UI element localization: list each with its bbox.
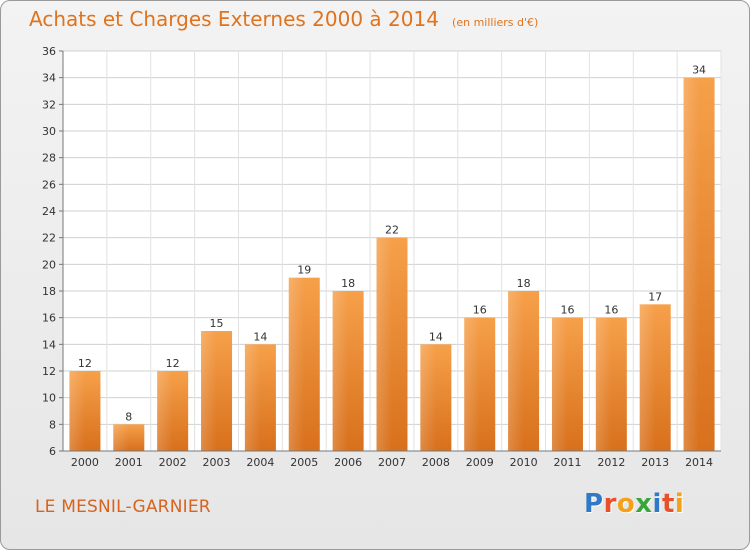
y-tick-label: 30 bbox=[42, 125, 56, 138]
bar-value-label: 15 bbox=[210, 317, 224, 330]
bar-highlight bbox=[595, 317, 612, 451]
y-tick-label: 12 bbox=[42, 365, 56, 378]
bar-highlight bbox=[376, 237, 392, 451]
x-tick-label: 2014 bbox=[685, 456, 713, 469]
bar-highlight bbox=[508, 291, 524, 451]
bar-value-label: 16 bbox=[560, 304, 574, 317]
bar-value-label: 8 bbox=[125, 410, 132, 423]
y-tick-label: 28 bbox=[42, 152, 56, 165]
logo-letter: o bbox=[616, 489, 636, 519]
bar-value-label: 16 bbox=[604, 304, 618, 317]
bar-highlight bbox=[201, 331, 217, 451]
bar-highlight bbox=[639, 304, 656, 451]
x-tick-label: 2002 bbox=[159, 456, 187, 469]
x-tick-label: 2004 bbox=[246, 456, 274, 469]
x-tick-label: 2007 bbox=[378, 456, 406, 469]
x-tick-label: 2009 bbox=[466, 456, 494, 469]
logo-letter: r bbox=[603, 489, 617, 519]
bar-value-label: 14 bbox=[253, 330, 267, 343]
bar-value-label: 17 bbox=[648, 290, 662, 303]
bar-highlight bbox=[157, 371, 173, 451]
y-tick-label: 24 bbox=[42, 205, 56, 218]
x-tick-label: 2008 bbox=[422, 456, 450, 469]
bar-highlight bbox=[551, 317, 568, 451]
y-tick-label: 16 bbox=[42, 312, 56, 325]
bar-highlight bbox=[332, 291, 349, 451]
bar-value-label: 22 bbox=[385, 224, 399, 237]
x-tick-label: 2001 bbox=[115, 456, 143, 469]
bars: 12 8 12 15 14 19 18 22 14 16 18 16 16 17 34 bbox=[69, 64, 715, 452]
x-tick-label: 2005 bbox=[290, 456, 318, 469]
y-tick-label: 34 bbox=[42, 72, 56, 85]
x-tick-label: 2011 bbox=[553, 456, 581, 469]
chart-subtitle: (en milliers d'€) bbox=[452, 16, 539, 29]
logo-letter: i bbox=[652, 489, 662, 519]
bar-highlight bbox=[464, 317, 480, 451]
logo-letter: P bbox=[584, 489, 604, 519]
chart-title: Achats et Charges Externes 2000 à 2014 bbox=[29, 7, 439, 31]
y-tick-label: 36 bbox=[42, 45, 56, 58]
bar-value-label: 34 bbox=[692, 64, 706, 77]
y-tick-label: 14 bbox=[42, 338, 56, 351]
bar-highlight bbox=[113, 424, 129, 451]
logo-letter: x bbox=[635, 489, 653, 519]
y-tick-label: 20 bbox=[42, 258, 56, 271]
x-tick-label: 2003 bbox=[203, 456, 231, 469]
bar-value-label: 12 bbox=[78, 357, 92, 370]
y-tick-label: 10 bbox=[42, 392, 56, 405]
bar-value-label: 18 bbox=[341, 277, 355, 290]
bar-highlight bbox=[244, 344, 261, 451]
bar-value-label: 16 bbox=[473, 304, 487, 317]
bar-value-label: 19 bbox=[297, 264, 311, 277]
title-area: Achats et Charges Externes 2000 à 2014 (… bbox=[29, 7, 538, 31]
axes: 6 8 10 12 14 16 18 20 22 24 26 28 30 32 34 36 2000 2001 20… bbox=[42, 45, 721, 469]
bar-highlight bbox=[683, 77, 700, 452]
logo-letter: t bbox=[661, 489, 675, 519]
y-tick-label: 18 bbox=[42, 285, 56, 298]
bar-value-label: 12 bbox=[166, 357, 180, 370]
bar-highlight bbox=[288, 277, 305, 451]
x-tick-label: 2012 bbox=[597, 456, 625, 469]
x-tick-label: 2000 bbox=[71, 456, 99, 469]
logo-letter: i bbox=[674, 489, 685, 519]
y-tick-label: 6 bbox=[49, 445, 56, 458]
x-tick-label: 2010 bbox=[510, 456, 538, 469]
x-tick-label: 2006 bbox=[334, 456, 362, 469]
proxiti-logo: Proxiti bbox=[584, 489, 684, 519]
town-name: LE MESNIL-GARNIER bbox=[35, 497, 211, 517]
bar-highlight bbox=[420, 344, 436, 451]
x-tick-label: 2013 bbox=[641, 456, 669, 469]
y-tick-label: 22 bbox=[42, 232, 56, 245]
y-tick-label: 32 bbox=[42, 98, 56, 111]
bar-value-label: 14 bbox=[429, 330, 443, 343]
bar-value-label: 18 bbox=[517, 277, 531, 290]
y-tick-label: 26 bbox=[42, 178, 56, 191]
bar-highlight bbox=[69, 371, 85, 451]
y-tick-label: 8 bbox=[49, 418, 56, 431]
